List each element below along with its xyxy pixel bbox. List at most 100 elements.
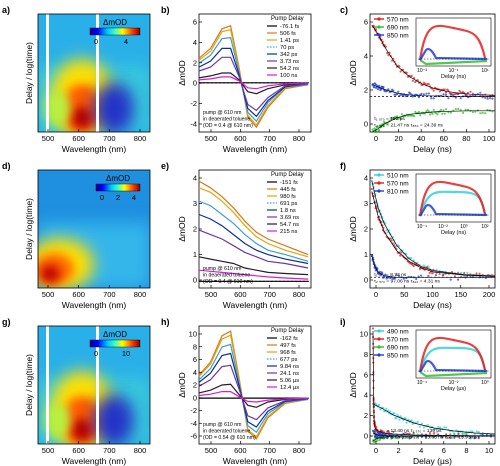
heatmap-bleach-region (94, 82, 134, 132)
legend-label: 690 nm (387, 25, 409, 32)
kinetic-point (400, 251, 403, 254)
heatmap-panel-a: a) ΔmOD 0 4 500 600 700 800 Wavelength (nm) Delay… (2, 5, 151, 154)
y-tick-label: 1 (193, 250, 197, 259)
spectrum-line (198, 269, 309, 280)
kinetic-point (386, 231, 389, 234)
pump-note: in deaerated toluene (203, 273, 250, 279)
y-axis-label: ΔmOD (348, 372, 358, 398)
kinetic-point (373, 86, 376, 89)
kinetics-panel-c: c) 0 20 40 60 80 100 0 2 4 6 Delay (ns) ΔmOD 570 nm69… (340, 5, 496, 154)
y-axis-label: ΔmOD (348, 60, 358, 86)
heatmap-pump-gap (96, 326, 99, 444)
kinetic-point (381, 272, 384, 275)
y-tick-label: 0 (193, 393, 197, 402)
x-tick-label: 700 (263, 134, 276, 143)
legend-label: 850 nm (387, 33, 409, 40)
panel-letter: b) (161, 5, 170, 15)
spectrum-line (198, 213, 309, 265)
y-tick-label: 4 (364, 174, 368, 183)
kinetic-point (443, 112, 446, 115)
colorbar (95, 183, 141, 192)
kinetic-point (432, 97, 435, 100)
kinetic-point (481, 432, 484, 435)
kinetics-frame (369, 13, 496, 133)
kinetic-point (375, 131, 378, 134)
kinetic-point (466, 271, 469, 274)
kinetic-point (479, 91, 482, 94)
kinetic-point (402, 436, 405, 439)
spectrum-line (198, 391, 309, 403)
legend-title: Pump Delay (271, 328, 304, 334)
legend-label: -76.1 fs (280, 24, 299, 30)
y-tick-label: 8 (193, 342, 197, 351)
kinetic-point (382, 125, 385, 128)
spectrum-line (198, 180, 309, 256)
x-tick-label: 500 (205, 446, 218, 455)
kinetic-point (471, 94, 474, 97)
y-tick-label: 0 (364, 432, 368, 441)
kinetic-point (379, 432, 382, 435)
kinetic-point (469, 436, 472, 439)
kinetic-point (386, 51, 389, 55)
spectrum-line (198, 187, 309, 258)
panel-letter: e) (161, 161, 169, 171)
kinetic-point (447, 97, 450, 100)
y-tick-label: -6 (190, 432, 197, 441)
kinetic-point (393, 412, 396, 415)
y-tick-label: 2 (193, 381, 197, 390)
x-tick-label: 200 (483, 290, 496, 299)
colorbar (89, 27, 141, 36)
kinetic-point (405, 71, 408, 74)
spectra-panel-b: b) 500 600 700 800 -4 -2 0 2 4 6 Wavelength (nm) ΔmO… (161, 5, 312, 154)
kinetic-point (386, 122, 389, 125)
kinetic-point (410, 74, 413, 77)
x-tick-label: 50 (400, 290, 408, 299)
kinetic-point (420, 433, 423, 436)
kinetic-point (389, 433, 392, 436)
x-tick-label: 600 (234, 134, 247, 143)
spectra-panel-h: h) 500 600 700 800 -6 -4 -2 0 2 4 6 8 10 Wavelength (n… (161, 317, 312, 466)
legend-label: 980 fs (280, 194, 296, 200)
legend-label: 1.41 ps (280, 38, 299, 44)
kinetic-point (445, 426, 448, 429)
panel-letter: d) (2, 161, 11, 171)
x-tick-label: 150 (454, 290, 467, 299)
kinetic-point (469, 272, 472, 275)
kinetic-point (454, 96, 457, 99)
kinetic-point (415, 277, 418, 281)
kinetic-fit-line (371, 255, 495, 278)
legend-label: 510 nm (387, 173, 409, 180)
pump-note: pump @ 610 nm (203, 422, 241, 428)
x-axis-label: Delay (ns) (413, 144, 452, 154)
kinetic-point (427, 92, 430, 95)
kinetic-point (425, 92, 428, 95)
kinetic-fit-line (372, 432, 495, 437)
legend-label: 490 nm (387, 329, 409, 336)
kinetic-point (402, 432, 405, 435)
x-axis-label: Delay (µs) (413, 456, 452, 466)
kinetic-point (447, 89, 450, 92)
kinetic-point (411, 422, 414, 426)
x-tick-label: 700 (103, 446, 116, 455)
legend-marker (377, 337, 381, 341)
legend-title: Pump Delay (271, 16, 304, 22)
kinetic-point (474, 94, 477, 97)
y-tick-label: 3 (193, 199, 197, 208)
kinetic-point (399, 70, 402, 73)
colorbar-title: ΔmOD (103, 18, 127, 27)
y-tick-label: 0 (193, 79, 197, 88)
x-tick-label: 800 (293, 134, 306, 143)
kinetic-point (408, 432, 411, 435)
kinetic-point (391, 59, 394, 62)
kinetic-point (418, 425, 421, 428)
kinetic-point (409, 92, 412, 95)
kinetic-point (394, 433, 397, 436)
inset-tick-label: 10⁻⁴ (417, 224, 427, 230)
kinetic-point (417, 96, 421, 99)
heatmap-max (71, 418, 93, 441)
inset-tick-label: 10⁻³ (417, 68, 427, 74)
kinetic-point (386, 437, 389, 440)
kinetic-point (376, 88, 380, 91)
legend-label: 54.2 ns (280, 66, 299, 72)
kinetic-point (430, 97, 433, 100)
